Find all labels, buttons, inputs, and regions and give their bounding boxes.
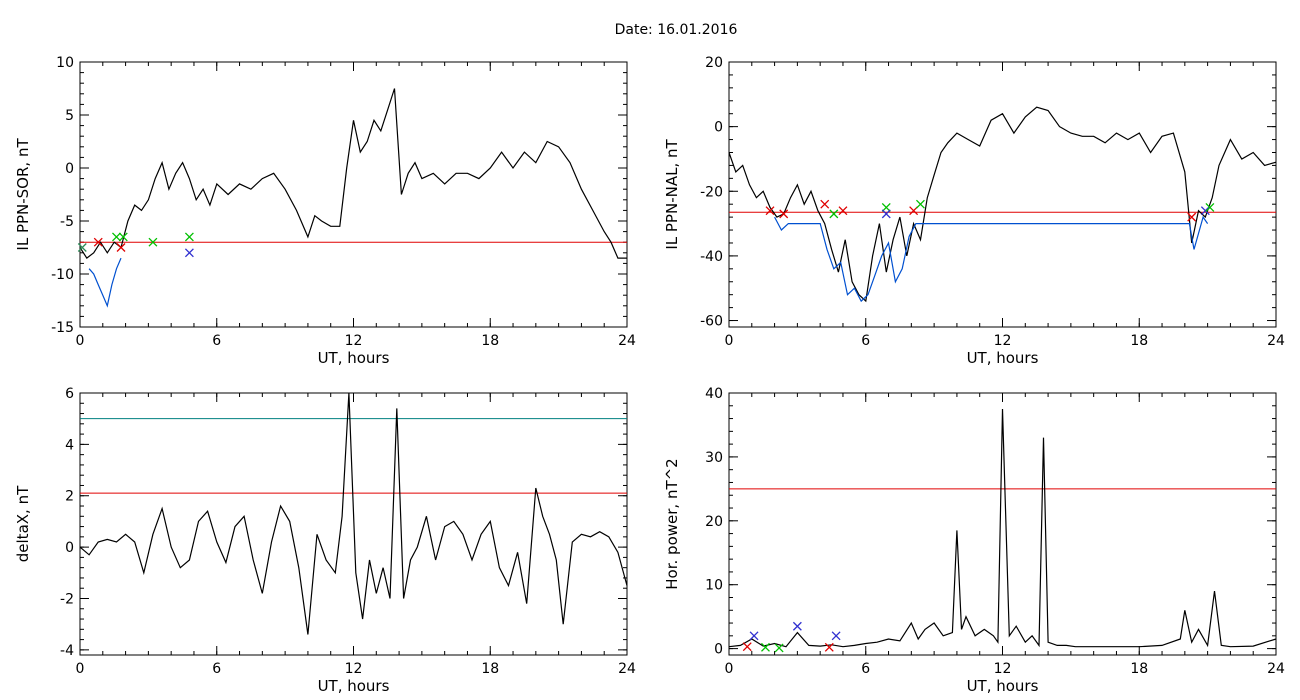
x-marker bbox=[184, 248, 194, 258]
x-marker bbox=[838, 206, 848, 216]
x-marker bbox=[829, 209, 839, 219]
y-axis-label: IL PPN-NAL, nT bbox=[663, 139, 681, 250]
y-tick-label: 0 bbox=[714, 642, 723, 658]
y-tick-label: 30 bbox=[705, 450, 723, 466]
x-tick-label: 24 bbox=[1267, 661, 1285, 677]
x-marker bbox=[792, 621, 802, 631]
x-marker bbox=[77, 243, 87, 252]
series-line bbox=[79, 88, 627, 259]
x-tick-label: 0 bbox=[725, 661, 734, 677]
plot-frame bbox=[728, 61, 1277, 328]
y-axis-label: Hor. power, nT^2 bbox=[663, 458, 681, 589]
series-line bbox=[774, 215, 1209, 303]
x-marker bbox=[749, 631, 759, 641]
x-marker bbox=[774, 643, 784, 653]
y-tick-label: 20 bbox=[705, 514, 723, 530]
figure-title: Date: 16.01.2016 bbox=[615, 22, 738, 38]
x-marker bbox=[831, 631, 841, 641]
y-tick-label: -2 bbox=[60, 591, 74, 607]
y-tick-label: 10 bbox=[56, 55, 74, 71]
y-tick-label: 40 bbox=[705, 386, 723, 402]
x-marker bbox=[765, 206, 775, 216]
x-marker bbox=[820, 199, 830, 209]
y-axis-label: deltaX, nT bbox=[14, 485, 32, 562]
x-marker bbox=[881, 209, 891, 219]
x-marker bbox=[761, 642, 770, 652]
x-marker bbox=[742, 642, 752, 652]
x-tick-label: 12 bbox=[994, 661, 1012, 677]
x-tick-label: 24 bbox=[618, 661, 636, 677]
y-tick-label: 0 bbox=[65, 161, 74, 177]
x-marker bbox=[824, 642, 834, 652]
x-marker bbox=[93, 237, 103, 247]
x-tick-label: 12 bbox=[345, 333, 363, 349]
panel-il-ppn-sor: 0 6 12 18 24 -15 -10 -5 0 5 10 UT, hours IL PPN-SOR,… bbox=[14, 55, 636, 367]
x-tick-label: 12 bbox=[994, 333, 1012, 349]
x-tick-label: 24 bbox=[1267, 333, 1285, 349]
panel-horizontal-power: 0 6 12 18 24 0 10 20 30 40 UT, hours Hor. power, nT… bbox=[663, 386, 1285, 695]
series-line bbox=[728, 106, 1277, 303]
y-tick-label: -40 bbox=[700, 249, 723, 265]
series-line bbox=[728, 408, 1277, 648]
y-tick-label: -10 bbox=[51, 267, 74, 283]
x-tick-label: 12 bbox=[345, 661, 363, 677]
x-marker bbox=[881, 202, 891, 212]
x-axis-label: UT, hours bbox=[967, 677, 1039, 695]
y-tick-label: -4 bbox=[60, 643, 74, 659]
x-tick-label: 6 bbox=[212, 661, 221, 677]
y-tick-label: 10 bbox=[705, 578, 723, 594]
x-tick-label: 18 bbox=[1130, 333, 1148, 349]
y-tick-label: 0 bbox=[714, 120, 723, 136]
x-marker bbox=[184, 232, 194, 242]
y-axis-label: IL PPN-SOR, nT bbox=[14, 138, 32, 251]
x-marker bbox=[915, 199, 925, 209]
plot-frame bbox=[79, 61, 628, 328]
y-tick-label: 4 bbox=[65, 437, 74, 453]
y-tick-label: 0 bbox=[65, 540, 74, 556]
x-axis-label: UT, hours bbox=[318, 349, 390, 367]
y-tick-label: -15 bbox=[51, 320, 74, 336]
x-axis-label: UT, hours bbox=[318, 677, 390, 695]
x-marker bbox=[112, 232, 121, 242]
x-marker bbox=[1187, 212, 1197, 222]
x-tick-label: 0 bbox=[76, 333, 85, 349]
x-tick-label: 6 bbox=[861, 333, 870, 349]
x-marker bbox=[1200, 206, 1210, 216]
x-tick-label: 18 bbox=[481, 661, 499, 677]
y-tick-label: 6 bbox=[65, 386, 74, 402]
x-tick-label: 6 bbox=[861, 661, 870, 677]
y-tick-label: -20 bbox=[700, 184, 723, 200]
series-line bbox=[88, 257, 122, 308]
x-marker bbox=[1205, 202, 1215, 212]
x-marker bbox=[116, 243, 126, 252]
panel-il-ppn-nal: 0 6 12 18 24 -60 -40 -20 0 20 UT, hours IL PPN-NAL,… bbox=[663, 55, 1285, 367]
x-tick-label: 18 bbox=[1130, 661, 1148, 677]
x-tick-label: 18 bbox=[481, 333, 499, 349]
x-axis-label: UT, hours bbox=[967, 349, 1039, 367]
x-tick-label: 6 bbox=[212, 333, 221, 349]
x-marker bbox=[779, 209, 789, 219]
x-tick-label: 0 bbox=[76, 661, 85, 677]
x-marker bbox=[118, 232, 128, 242]
x-tick-label: 24 bbox=[618, 333, 636, 349]
y-tick-label: 5 bbox=[65, 108, 74, 124]
x-tick-label: 0 bbox=[725, 333, 734, 349]
y-tick-label: -5 bbox=[60, 214, 74, 230]
y-tick-label: -60 bbox=[700, 314, 723, 330]
series-line bbox=[79, 392, 628, 635]
x-marker bbox=[148, 237, 158, 247]
y-tick-label: 20 bbox=[705, 55, 723, 71]
y-tick-label: 2 bbox=[65, 489, 74, 505]
